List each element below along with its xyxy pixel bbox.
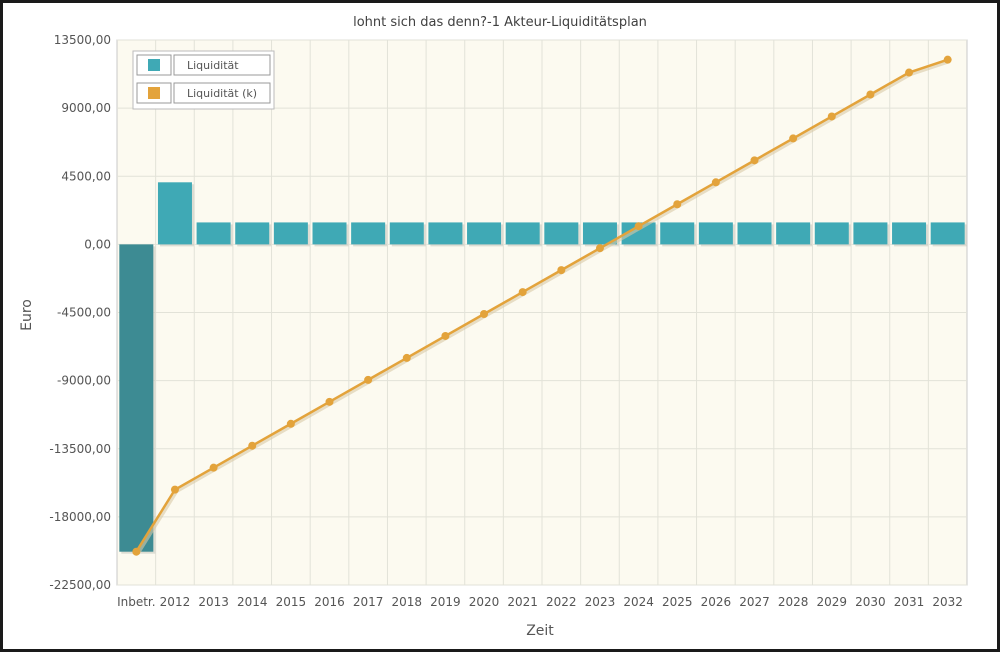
line-point (905, 68, 914, 77)
line-point (750, 156, 759, 165)
line-series (132, 55, 952, 556)
x-tick-label: 2021 (507, 595, 538, 609)
bar (467, 222, 502, 245)
x-tick-label: 2030 (855, 595, 886, 609)
line-point (248, 441, 257, 450)
x-tick-label: Inbetr. (117, 595, 156, 609)
y-tick-label: -18000,00 (49, 510, 111, 524)
bar (737, 222, 772, 245)
x-tick-label: 2023 (585, 595, 616, 609)
x-tick-label: 2029 (816, 595, 847, 609)
legend-label-liquiditaet: Liquidität (187, 59, 239, 72)
legend: Liquidität Liquidität (k) (132, 50, 275, 110)
bar (544, 222, 579, 245)
y-tick-label: 9000,00 (61, 101, 111, 115)
line-point (364, 375, 373, 384)
x-tick-label: 2026 (701, 595, 732, 609)
bar (235, 222, 270, 245)
bar (196, 222, 231, 245)
x-tick-label: 2014 (237, 595, 268, 609)
bar (157, 182, 192, 245)
x-tick-label: 2016 (314, 595, 345, 609)
x-tick-label: 2017 (353, 595, 384, 609)
bar (119, 244, 154, 552)
line-point (673, 200, 682, 209)
bar (930, 222, 965, 245)
x-tick-label: 2013 (198, 595, 229, 609)
line-point (634, 222, 643, 231)
bar (273, 222, 308, 245)
line-shadow (136, 59, 950, 555)
x-tick-label: 2019 (430, 595, 461, 609)
line-point (286, 419, 295, 428)
y-tick-label: -9000,00 (57, 374, 111, 388)
bar (621, 222, 656, 245)
y-axis-title: Euro (19, 299, 35, 331)
y-axis-ticks: 13500,00 9000,00 4500,00 0,00 -4500,00 -9000,… (49, 33, 111, 592)
y-tick-label: -13500,00 (49, 442, 111, 456)
bar (428, 222, 463, 245)
bar (853, 222, 888, 245)
legend-swatch-liquiditaet-k (148, 87, 160, 99)
line-path (135, 58, 949, 553)
x-tick-label: 2027 (739, 595, 770, 609)
bar (814, 222, 849, 245)
chart-title: lohnt sich das denn?-1 Akteur-Liquidität… (353, 15, 647, 30)
x-tick-label: 2028 (778, 595, 809, 609)
line-point (518, 288, 527, 297)
bar (582, 222, 617, 245)
y-tick-label: 4500,00 (61, 169, 111, 183)
line-point (557, 266, 566, 275)
line-point (711, 178, 720, 187)
line-point (943, 55, 952, 64)
bar (351, 222, 386, 245)
line-point (441, 331, 450, 340)
x-tick-label: 2022 (546, 595, 577, 609)
bar (660, 222, 695, 245)
x-tick-label: 2020 (469, 595, 500, 609)
y-tick-label: 13500,00 (54, 33, 111, 47)
x-axis-title: Zeit (526, 623, 554, 639)
x-axis-ticks: Inbetr. 2012 2013 2014 2015 2016 2017 2018 2019 2… (117, 595, 963, 609)
bar (776, 222, 811, 245)
x-tick-label: 2012 (160, 595, 191, 609)
bar (505, 222, 540, 245)
line-point (827, 112, 836, 121)
x-tick-label: 2015 (276, 595, 307, 609)
line-point (325, 397, 334, 406)
legend-label-box-liquiditaet (173, 54, 271, 76)
bar (312, 222, 347, 245)
legend-swatch-liquiditaet (148, 59, 160, 71)
line-point (789, 134, 798, 143)
legend-label-liquiditaet-k: Liquidität (k) (187, 87, 257, 100)
y-tick-label: -4500,00 (57, 306, 111, 320)
x-tick-label: 2025 (662, 595, 693, 609)
line-point (132, 547, 141, 556)
chart: 13500,00 9000,00 4500,00 0,00 -4500,00 -9000,… (19, 15, 968, 639)
y-tick-label: 0,00 (84, 237, 111, 251)
line-point (209, 463, 218, 472)
legend-label-box-liquiditaet-k (173, 82, 271, 104)
x-tick-label: 2031 (894, 595, 925, 609)
line-point (170, 485, 179, 494)
grid (117, 39, 967, 586)
bar (389, 222, 424, 245)
line-point (595, 244, 604, 253)
bar (698, 222, 733, 245)
y-tick-label: -22500,00 (49, 578, 111, 592)
x-tick-label: 2018 (391, 595, 422, 609)
x-tick-label: 2024 (623, 595, 654, 609)
bar (892, 222, 927, 245)
line-point (866, 90, 875, 99)
line-point (402, 353, 411, 362)
x-tick-label: 2032 (932, 595, 963, 609)
line-point (480, 310, 489, 319)
